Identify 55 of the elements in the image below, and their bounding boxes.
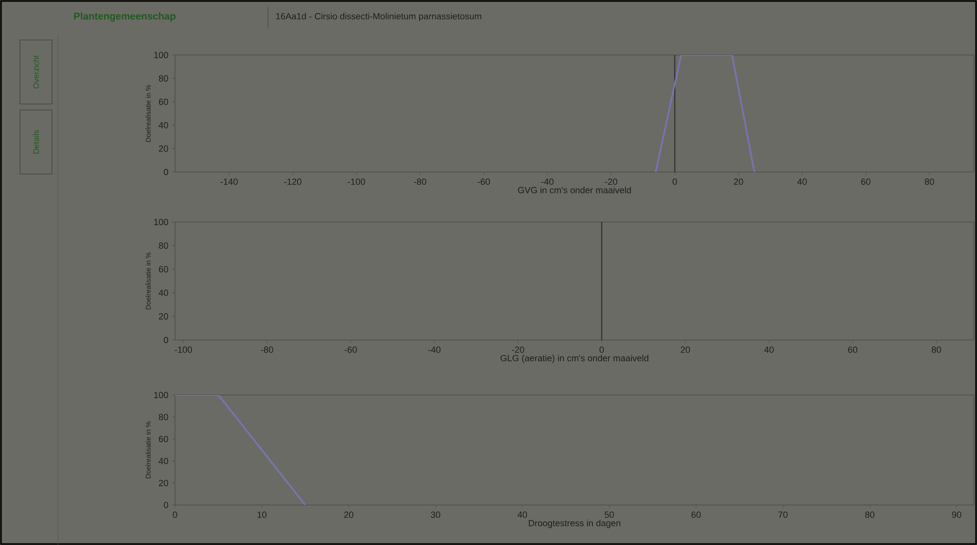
x-tick-label: -20 bbox=[605, 178, 618, 185]
y-tick-label: 0 bbox=[164, 336, 168, 344]
x-tick-label: 0 bbox=[672, 178, 677, 185]
y-tick-label: 40 bbox=[158, 290, 168, 296]
y-tick-label: 40 bbox=[158, 458, 168, 464]
x-tick-label: -140 bbox=[220, 178, 238, 185]
x-tick-label: -20 bbox=[512, 346, 524, 353]
x-tick-label: 20 bbox=[734, 178, 744, 185]
x-tick-label: 0 bbox=[172, 512, 178, 518]
y-tick-label: 40 bbox=[158, 122, 168, 128]
x-tick-label: -100 bbox=[348, 178, 366, 185]
x-tick-label: 60 bbox=[692, 512, 701, 518]
x-tick-label: 50 bbox=[604, 512, 614, 518]
y-tick-label: 0 bbox=[164, 168, 168, 176]
y-tick-label: 20 bbox=[158, 480, 168, 486]
y-tick-label: 60 bbox=[158, 266, 168, 272]
x-tick-label: 60 bbox=[861, 178, 870, 185]
x-tick-label: -120 bbox=[284, 178, 302, 185]
x-axis-title: GVG in cm's onder maaiveld bbox=[518, 186, 631, 194]
x-axis-title: GLG (aeratie) in cm's onder maaiveld bbox=[500, 354, 648, 364]
y-tick-label: 100 bbox=[154, 392, 168, 398]
x-tick-label: 80 bbox=[924, 178, 934, 185]
x-tick-label: 70 bbox=[778, 512, 788, 518]
y-tick-label: 100 bbox=[154, 218, 168, 226]
x-tick-label: 20 bbox=[680, 346, 690, 353]
y-tick-label: 80 bbox=[158, 75, 168, 82]
x-tick-label: 80 bbox=[932, 346, 941, 353]
x-tick-label: 80 bbox=[865, 512, 874, 518]
x-tick-label: 30 bbox=[430, 512, 440, 518]
x-tick-label: 40 bbox=[764, 346, 774, 353]
x-tick-label: 20 bbox=[344, 512, 354, 518]
x-tick-label: 60 bbox=[848, 346, 858, 353]
x-tick-label: 0 bbox=[600, 346, 604, 353]
x-tick-label: -80 bbox=[414, 178, 426, 185]
x-tick-label: -80 bbox=[260, 346, 274, 353]
x-tick-label: -60 bbox=[478, 178, 490, 185]
x-tick-label: 90 bbox=[952, 512, 962, 518]
y-tick-label: 0 bbox=[164, 502, 168, 508]
x-axis-title: Droogtestress in dagen bbox=[528, 520, 620, 528]
y-tick-label: 20 bbox=[158, 145, 168, 152]
text: 16Aa1d - Cirsio dissecti-Molinietum parnassietosum bbox=[276, 12, 482, 22]
x-tick-label: -100 bbox=[174, 346, 192, 353]
x-tick-label: 10 bbox=[258, 512, 266, 518]
y-tick-label: 60 bbox=[158, 436, 168, 442]
y-tick-label: 100 bbox=[154, 52, 168, 58]
x-tick-label: 40 bbox=[797, 178, 807, 185]
y-tick-label: 60 bbox=[158, 98, 168, 105]
x-tick-label: -40 bbox=[541, 178, 554, 185]
x-tick-label: -40 bbox=[428, 346, 440, 353]
x-tick-label: -60 bbox=[344, 346, 357, 353]
y-tick-label: 80 bbox=[158, 414, 168, 420]
x-tick-label: 40 bbox=[518, 512, 528, 518]
y-tick-label: 20 bbox=[158, 313, 168, 320]
text: Plantengemeenschap bbox=[74, 12, 176, 22]
y-tick-label: 80 bbox=[158, 242, 168, 249]
